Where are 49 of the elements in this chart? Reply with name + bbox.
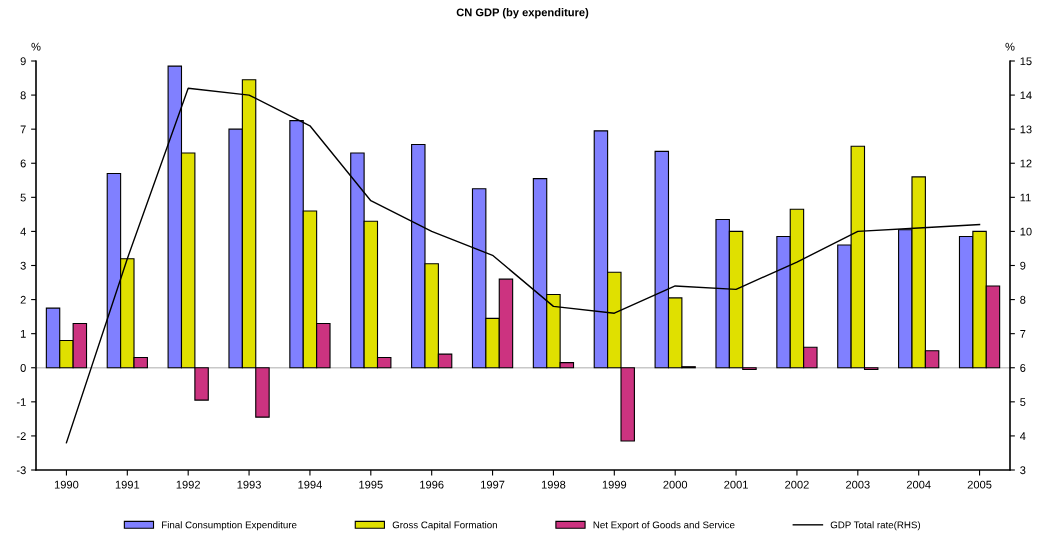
y-tick-label: 7: [20, 125, 26, 134]
y2-tick-label: 10: [1020, 227, 1032, 236]
x-tick-label: 2003: [846, 480, 870, 489]
x-tick-label: 2005: [967, 480, 992, 489]
x-tick-label: 1994: [298, 480, 322, 489]
y2-tick-label: 14: [1020, 91, 1032, 100]
x-tick-label: 2000: [663, 480, 688, 489]
y-tick-label: 6: [20, 159, 26, 168]
y2-tick-label: 5: [1020, 398, 1026, 406]
x-tick-label: 1999: [602, 480, 627, 489]
y2-tick-label: 12: [1020, 159, 1032, 168]
y2-tick-label: 6: [1020, 364, 1026, 372]
y2-tick-label: 8: [1020, 295, 1026, 304]
y-tick-label: -1: [16, 398, 26, 406]
legend-label: Final Consumption Expenditure: [162, 521, 297, 531]
x-tick-label: 2004: [906, 480, 931, 489]
x-tick-label: 2002: [785, 480, 809, 489]
y2-tick-label: 13: [1020, 125, 1032, 134]
x-tick-label: 1990: [54, 480, 79, 489]
x-tick-label: 1993: [237, 480, 261, 489]
legend-label: Net Export of Goods and Service: [593, 521, 735, 531]
y-tick-label: -3: [16, 466, 26, 475]
y-tick-label: 4: [20, 227, 26, 236]
x-tick-label: 1997: [481, 480, 505, 489]
x-tick-label: 1998: [541, 480, 566, 489]
y-tick-label: 1: [20, 330, 26, 338]
y2-tick-label: 3: [1020, 466, 1026, 475]
y2-tick-label: 11: [1020, 193, 1031, 202]
legend-label: Gross Capital Formation: [392, 521, 497, 531]
y-tick-label: -2: [16, 432, 26, 440]
x-tick-label: 1992: [176, 480, 200, 489]
y-tick-label: 0: [20, 364, 26, 372]
y-tick-label: 5: [20, 193, 26, 202]
chart-title: CN GDP (by expenditure): [456, 8, 589, 19]
x-tick-label: 2001: [724, 480, 748, 489]
y2-tick-label: 7: [1020, 330, 1026, 338]
x-tick-label: 1995: [359, 480, 383, 489]
x-tick-label: 1996: [420, 480, 444, 489]
y-axis-title: %: [31, 42, 41, 51]
y-tick-label: 3: [20, 261, 26, 270]
y2-tick-label: 15: [1020, 57, 1032, 66]
y-tick-label: 8: [20, 91, 26, 100]
x-tick-label: 1991: [115, 480, 140, 489]
legend-label: GDP Total rate(RHS): [830, 521, 921, 531]
y2-tick-label: 9: [1020, 261, 1026, 270]
y-tick-label: 2: [20, 295, 26, 304]
y-tick-label: 9: [20, 57, 26, 66]
y2-axis-title: %: [1005, 42, 1015, 51]
y2-tick-label: 4: [1019, 432, 1026, 440]
